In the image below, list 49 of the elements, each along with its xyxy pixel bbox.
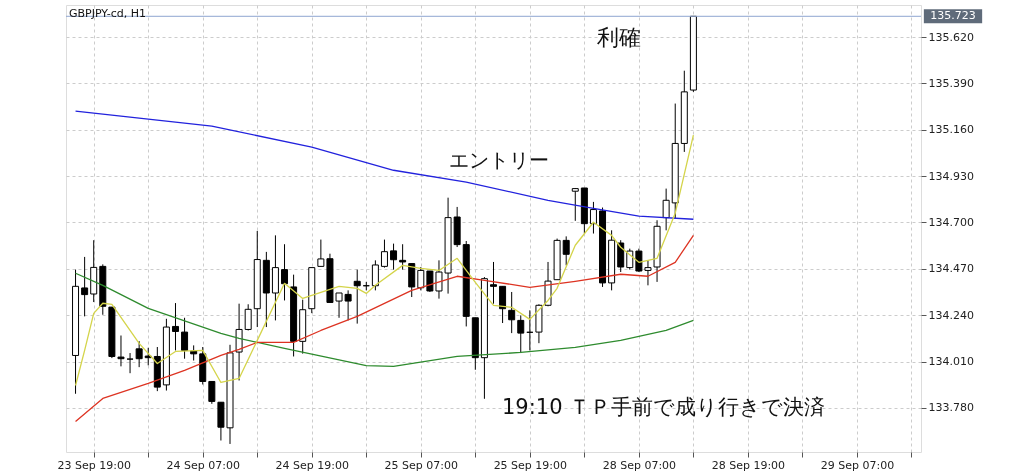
- x-tick-label: 28 Sep 07:00: [602, 458, 677, 472]
- candlestick: [399, 243, 407, 271]
- candlestick: [208, 380, 216, 405]
- candlestick: [81, 256, 89, 317]
- candlestick: [135, 340, 143, 368]
- line-series: [74, 272, 695, 367]
- y-tick-label: 134.010: [928, 355, 974, 369]
- candlestick: [281, 243, 289, 301]
- annotation: 利確: [597, 25, 641, 50]
- candlestick: [353, 269, 361, 325]
- chart-title: GBPJPY-cd, H1: [69, 7, 147, 20]
- candlestick: [126, 352, 134, 374]
- candlestick: [589, 201, 597, 235]
- line-series: [74, 234, 695, 423]
- y-tick-label: 134.700: [928, 215, 974, 229]
- y-tick-label: 135.390: [928, 76, 974, 90]
- ref-line-label: 135.723: [930, 9, 976, 23]
- candlestick: [181, 317, 189, 360]
- candlestick: [408, 263, 416, 298]
- candlestick: [390, 243, 398, 271]
- x-tick-label: 23 Sep 19:00: [57, 458, 131, 472]
- candlestick: [244, 303, 252, 331]
- y-tick-label: 135.620: [928, 30, 974, 44]
- x-tick-label: 24 Sep 19:00: [275, 458, 349, 472]
- line-series: [74, 134, 695, 387]
- candlestick: [508, 291, 516, 334]
- y-tick-label: 133.780: [928, 401, 974, 415]
- y-tick-label: 134.240: [928, 308, 974, 322]
- candlestick: [617, 239, 625, 273]
- candlestick: [380, 239, 388, 269]
- x-tick-label: 25 Sep 19:00: [493, 458, 568, 472]
- y-tick-label: 134.930: [928, 169, 974, 183]
- candlestick: [371, 259, 379, 291]
- annotation: エントリー: [449, 148, 549, 172]
- x-tick-label: 29 Sep 07:00: [820, 458, 895, 472]
- candlestick: [417, 266, 425, 291]
- candlestick: [517, 314, 525, 354]
- candlestick: [490, 261, 497, 305]
- x-tick-label: 25 Sep 07:00: [384, 458, 459, 472]
- x-tick-label: 24 Sep 07:00: [166, 458, 240, 472]
- candlestick: [662, 188, 670, 231]
- candlestick: [571, 187, 579, 222]
- x-tick-label: 28 Sep 19:00: [711, 458, 786, 472]
- candlestick: [499, 285, 507, 324]
- candlestick: [171, 302, 179, 351]
- y-tick-label: 134.470: [928, 262, 974, 276]
- candlestick: [562, 235, 570, 266]
- annotation: 19:10 ＴＰ手前で成り行きで決済: [502, 395, 826, 419]
- y-tick-label: 135.160: [928, 123, 974, 137]
